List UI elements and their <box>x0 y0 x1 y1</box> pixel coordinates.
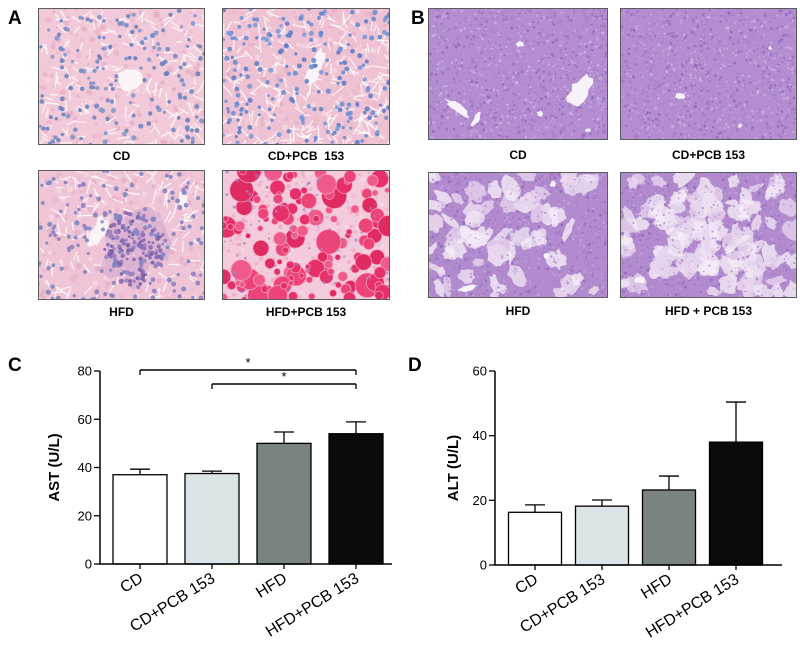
micrograph-frame <box>38 170 205 300</box>
micrograph-frame <box>38 8 205 145</box>
panel-label-d: D <box>408 355 422 376</box>
micrograph-frame <box>620 172 797 298</box>
tissue-texture <box>620 8 797 140</box>
y-axis-title: AST (U/L) <box>46 433 63 501</box>
panel-label-c: C <box>8 355 22 376</box>
y-tick-label: 0 <box>85 557 92 572</box>
micrograph-frame <box>428 8 608 140</box>
y-tick-label: 20 <box>78 508 92 523</box>
caption-a-cd: CD <box>112 149 131 163</box>
y-axis-title: ALT (U/L) <box>445 435 462 501</box>
caption-b-hfd: HFD <box>505 304 531 318</box>
bar-cd-pcb-153 <box>574 505 630 566</box>
x-tick-label: CD <box>513 571 542 598</box>
caption-b-cd: CD <box>509 148 527 162</box>
caption-a-hfd-pcb153: HFD+PCB 153 <box>265 305 347 319</box>
significance-star: * <box>281 369 286 384</box>
x-tick-label: HFD <box>638 571 675 603</box>
caption-a-cd-pcb153: CD+PCB 153 <box>267 149 345 163</box>
micrograph-b-cd-pcb153 <box>620 8 797 140</box>
panel-label-b: B <box>411 8 425 29</box>
bar-hfd-pcb-153 <box>328 433 384 565</box>
bar-cd-pcb-153 <box>184 472 240 565</box>
x-tick-label: CD <box>118 570 147 597</box>
tissue-texture <box>620 172 797 298</box>
micrograph-b-cd <box>428 8 608 140</box>
significance-star: * <box>245 355 250 370</box>
micrograph-frame <box>428 172 608 298</box>
bar-hfd <box>641 489 697 566</box>
y-tick-label: 60 <box>78 412 92 427</box>
tissue-texture <box>222 170 390 300</box>
micrograph-a-cd <box>38 8 205 145</box>
micrograph-frame <box>620 8 797 140</box>
micrograph-frame <box>222 8 390 145</box>
y-tick-label: 80 <box>78 364 92 379</box>
caption-a-hfd: HFD <box>109 305 134 319</box>
y-tick-label: 20 <box>473 493 487 508</box>
y-tick-label: 40 <box>473 428 487 443</box>
tissue-texture <box>428 172 608 298</box>
bar-hfd-pcb-153 <box>708 441 764 566</box>
bar-cd <box>112 474 168 565</box>
caption-b-cd-pcb153: CD+PCB 153 <box>671 148 746 162</box>
tissue-texture <box>222 8 390 145</box>
x-tick-label: HFD <box>253 570 290 602</box>
tissue-texture <box>428 8 608 140</box>
y-tick-label: 60 <box>473 364 487 379</box>
micrograph-a-cd-pcb153 <box>222 8 390 145</box>
micrograph-b-hfd-pcb153 <box>620 172 797 298</box>
bar-hfd <box>256 442 312 565</box>
bar-cd <box>507 511 563 566</box>
tissue-texture <box>38 8 205 145</box>
micrograph-frame <box>222 170 390 300</box>
caption-b-hfd-pcb153: HFD + PCB 153 <box>664 304 753 318</box>
panel-label-a: A <box>8 8 22 29</box>
micrograph-a-hfd-pcb153 <box>222 170 390 300</box>
micrograph-b-hfd <box>428 172 608 298</box>
tissue-texture <box>38 170 205 300</box>
y-tick-label: 0 <box>480 558 487 573</box>
y-tick-label: 40 <box>78 460 92 475</box>
micrograph-a-hfd <box>38 170 205 300</box>
